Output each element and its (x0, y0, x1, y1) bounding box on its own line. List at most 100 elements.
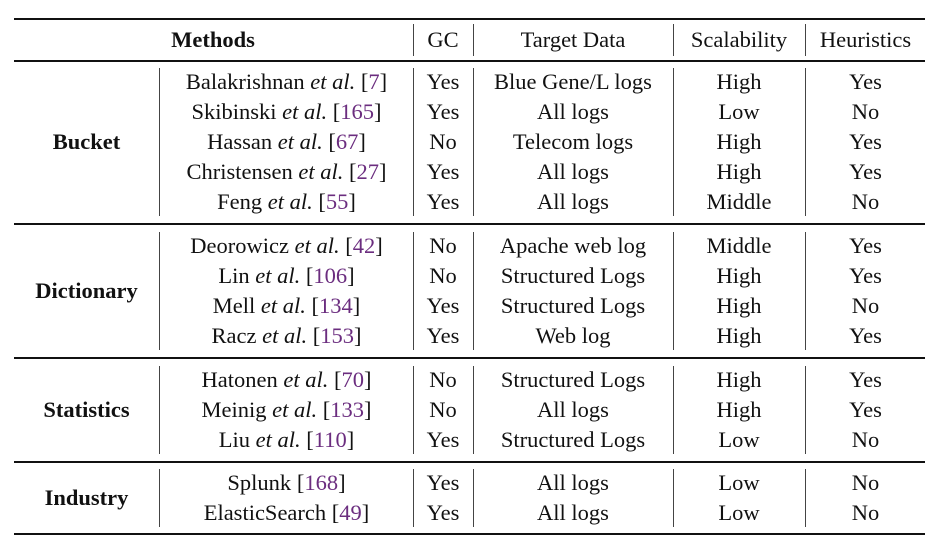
scalability-cell: Low (718, 500, 760, 525)
citation-ref: 67 (335, 129, 359, 154)
method-author: Meinig (201, 397, 267, 422)
method-author: Skibinski (191, 99, 277, 124)
method-author: Liu (218, 427, 251, 452)
method-author: Balakrishnan (185, 69, 305, 94)
target-data-cell: Structured Logs (500, 367, 646, 392)
method-cell: Racz et al. [153] (211, 323, 362, 348)
method-author: Lin (218, 263, 250, 288)
citation-ref: 55 (325, 189, 349, 214)
heuristics-cell: Yes (849, 129, 882, 154)
citation-ref: 70 (341, 367, 364, 392)
heuristics-cell: Yes (849, 159, 882, 184)
citation-ref: 110 (313, 427, 347, 452)
method-cell: Lin et al. [106] (218, 263, 355, 288)
method-author: Hatonen (201, 367, 278, 392)
gc-cell: Yes (426, 159, 460, 184)
method-cell: Christensen et al. [27] (186, 159, 387, 184)
citation-ref: 49 (339, 500, 362, 525)
header-gc: GC (427, 27, 459, 52)
column-divider (473, 469, 474, 527)
heuristics-cell: Yes (849, 69, 882, 94)
scalability-cell: High (716, 69, 762, 94)
gc-cell: No (429, 397, 457, 422)
heuristics-cell: Yes (849, 263, 882, 288)
gc-cell: Yes (426, 427, 460, 452)
et-al: et al. (255, 427, 301, 452)
top-rule (14, 18, 925, 20)
heuristics-cell: No (851, 99, 880, 124)
target-data-cell: All logs (537, 470, 609, 495)
group-label: Bucket (52, 129, 121, 154)
method-cell: Splunk [168] (227, 470, 346, 495)
scalability-cell: High (716, 397, 762, 422)
target-data-cell: All logs (537, 189, 609, 214)
citation-ref: 134 (319, 293, 353, 318)
scalability-cell: Low (718, 427, 760, 452)
gc-cell: Yes (426, 470, 460, 495)
header-scalability: Scalability (690, 27, 788, 52)
citation-ref: 165 (340, 99, 375, 124)
column-divider (159, 68, 160, 216)
scalability-cell: High (716, 159, 762, 184)
gc-cell: Yes (426, 293, 460, 318)
heuristics-cell: Yes (849, 397, 882, 422)
target-data-cell: All logs (537, 397, 609, 422)
header-divider-1 (413, 24, 414, 56)
scalability-cell: High (716, 293, 762, 318)
target-data-cell: Structured Logs (500, 427, 646, 452)
heuristics-cell: Yes (849, 323, 882, 348)
method-cell: Deorowicz et al. [42] (190, 233, 383, 258)
column-divider (673, 469, 674, 527)
column-divider (673, 232, 674, 350)
et-al: et al. (272, 397, 318, 422)
method-cell: Skibinski et al. [165] (191, 99, 382, 124)
target-data-cell: Structured Logs (500, 263, 646, 288)
method-author: Mell (212, 293, 256, 318)
column-divider (805, 469, 806, 527)
group-rule (14, 223, 925, 225)
column-divider (673, 366, 674, 454)
method-author: Splunk (227, 470, 292, 495)
target-data-cell: All logs (537, 500, 609, 525)
heuristics-cell: Yes (849, 367, 882, 392)
column-divider (473, 232, 474, 350)
header-heuristics: Heuristics (819, 27, 912, 52)
heuristics-cell: No (851, 500, 880, 525)
et-al: et al. (282, 99, 328, 124)
column-divider (805, 68, 806, 216)
gc-cell: Yes (426, 99, 460, 124)
scalability-cell: High (716, 129, 762, 154)
et-al: et al. (267, 189, 313, 214)
method-cell: ElasticSearch [49] (203, 500, 370, 525)
heuristics-cell: No (851, 470, 880, 495)
method-cell: Liu et al. [110] (218, 427, 355, 452)
group-label: Industry (44, 485, 129, 510)
group-label: Dictionary (35, 278, 138, 303)
group-label: Statistics (43, 397, 130, 422)
citation-ref: 168 (304, 470, 339, 495)
et-al: et al. (310, 69, 356, 94)
scalability-cell: Middle (706, 189, 772, 214)
column-divider (805, 232, 806, 350)
header-divider-3 (673, 24, 674, 56)
et-al: et al. (294, 233, 340, 258)
gc-cell: Yes (426, 323, 460, 348)
column-divider (673, 68, 674, 216)
heuristics-cell: Yes (849, 233, 882, 258)
scalability-cell: Low (718, 470, 760, 495)
method-author: ElasticSearch (203, 500, 327, 525)
target-data-cell: Telecom logs (512, 129, 634, 154)
method-author: Feng (217, 189, 263, 214)
heuristics-cell: No (851, 293, 880, 318)
target-data-cell: Structured Logs (500, 293, 646, 318)
method-cell: Feng et al. [55] (217, 189, 356, 214)
method-cell: Mell et al. [134] (212, 293, 361, 318)
target-data-cell: Web log (535, 323, 611, 348)
scalability-cell: High (716, 367, 762, 392)
target-data-cell: Blue Gene/L logs (494, 69, 652, 94)
et-al: et al. (260, 293, 306, 318)
scalability-cell: Low (718, 99, 760, 124)
gc-cell: Yes (426, 69, 460, 94)
gc-cell: No (429, 367, 457, 392)
scalability-cell: Middle (706, 233, 772, 258)
